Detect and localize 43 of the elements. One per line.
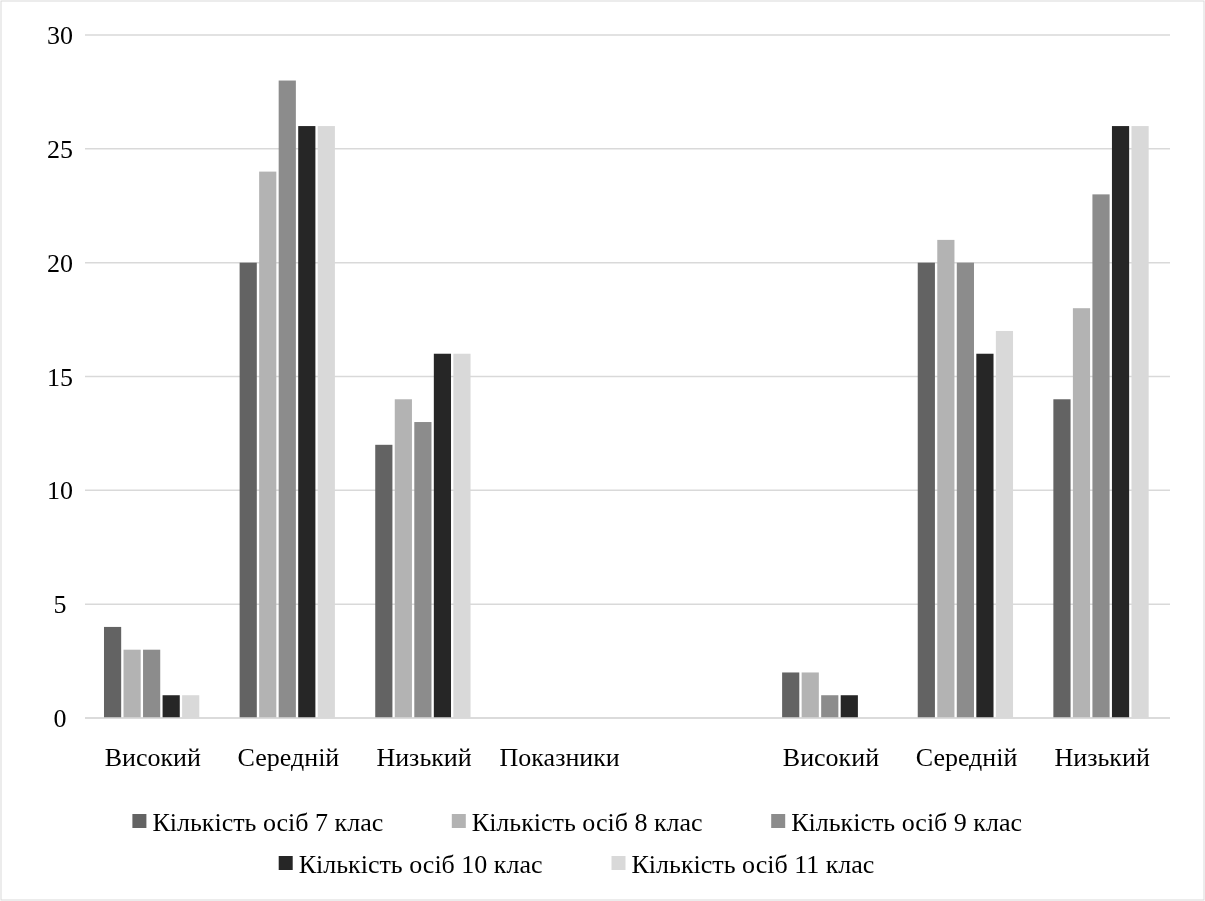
- bar: [1053, 399, 1071, 718]
- bar: [414, 422, 432, 718]
- x-tick-label: Низький: [1054, 743, 1150, 772]
- bar: [1092, 194, 1110, 718]
- bar: [278, 80, 296, 718]
- bar: [162, 695, 180, 718]
- y-tick-label: 15: [47, 362, 73, 392]
- bar: [143, 649, 161, 718]
- y-tick-label: 10: [47, 476, 73, 506]
- bar: [123, 649, 141, 718]
- bar: [917, 262, 935, 718]
- legend-label: Кількість осіб 9 клас: [791, 808, 1023, 838]
- bar: [1072, 308, 1091, 718]
- bar: [298, 126, 316, 718]
- y-tick-label: 0: [53, 704, 67, 734]
- y-tick-label: 30: [47, 21, 73, 51]
- x-tick-label: Показники: [499, 743, 620, 772]
- bar: [976, 353, 994, 718]
- bar: [821, 695, 839, 718]
- legend-label: Кількість осіб 11 клас: [631, 850, 875, 880]
- bar: [394, 399, 412, 718]
- x-tick-label: Низький: [376, 743, 472, 772]
- bar: [375, 444, 393, 718]
- bar: [937, 239, 955, 718]
- x-tick-label: Середній: [237, 743, 340, 772]
- x-tick-label: Високий: [104, 743, 202, 772]
- x-tick-label: Середній: [915, 743, 1018, 772]
- bar: [782, 672, 800, 718]
- legend-label: Кількість осіб 8 клас: [471, 808, 703, 838]
- legend-label: Кількість осіб 10 клас: [298, 850, 543, 880]
- x-tick-label: Високий: [782, 743, 880, 772]
- bar: [103, 626, 122, 718]
- bar: [840, 695, 858, 718]
- legend-label: Кількість осіб 7 клас: [152, 808, 384, 838]
- bar: [1111, 126, 1130, 718]
- y-tick-label: 25: [47, 134, 73, 164]
- bar: [239, 262, 257, 718]
- bar: [956, 262, 974, 718]
- bar: [259, 171, 277, 718]
- y-tick-label: 5: [53, 590, 67, 620]
- bar: [801, 672, 819, 718]
- bar: [433, 353, 452, 718]
- y-tick-label: 20: [47, 248, 73, 278]
